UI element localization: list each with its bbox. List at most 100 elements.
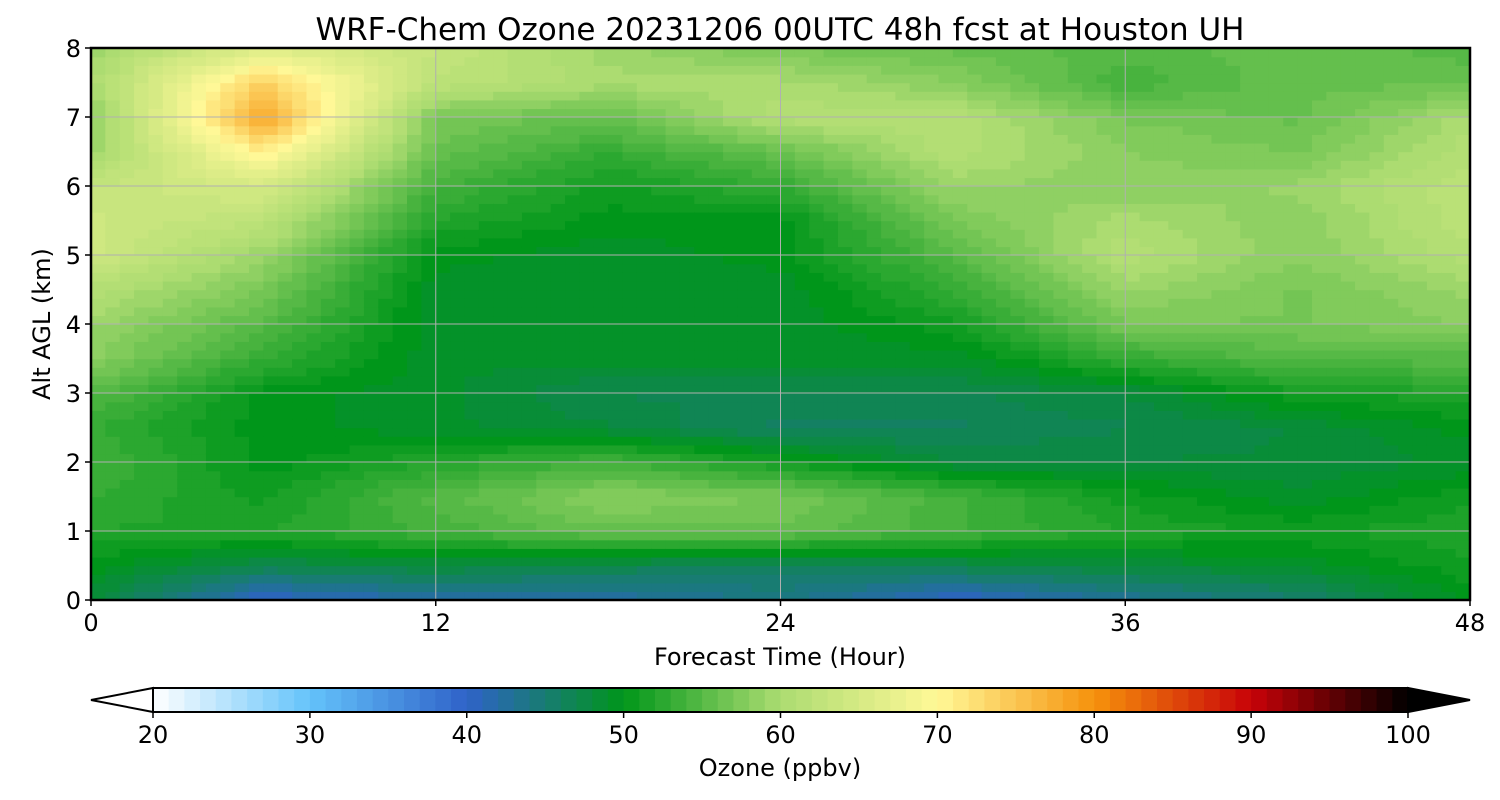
heatmap-cell — [823, 177, 839, 187]
heatmap-cell — [1024, 522, 1040, 532]
heatmap-cell — [335, 479, 351, 489]
heatmap-cell — [794, 289, 810, 299]
heatmap-cell — [478, 134, 494, 144]
heatmap-cell — [1082, 125, 1098, 135]
heatmap-cell — [249, 65, 265, 75]
heatmap-cell — [148, 255, 164, 265]
heatmap-cell — [119, 203, 135, 213]
heatmap-cell — [1168, 496, 1184, 506]
heatmap-cell — [565, 367, 581, 377]
heatmap-cell — [162, 393, 178, 403]
heatmap-cell — [162, 462, 178, 472]
heatmap-cell — [407, 332, 423, 342]
heatmap-cell — [378, 134, 394, 144]
heatmap-cell — [881, 401, 897, 411]
heatmap-cell — [809, 255, 825, 265]
heatmap-cell — [751, 280, 767, 291]
heatmap-cell — [766, 358, 782, 368]
heatmap-cell — [407, 194, 423, 204]
heatmap-cell — [565, 186, 581, 196]
heatmap-cell — [536, 203, 552, 213]
heatmap-cell — [550, 211, 566, 222]
heatmap-cell — [1125, 73, 1141, 84]
heatmap-cell — [780, 462, 796, 472]
heatmap-cell — [995, 479, 1012, 489]
heatmap-cell — [981, 539, 997, 549]
heatmap-cell — [952, 453, 968, 463]
heatmap-cell — [105, 358, 121, 368]
heatmap-cell — [967, 375, 983, 386]
heatmap-cell — [852, 565, 868, 575]
heatmap-cell — [363, 203, 379, 213]
heatmap-cell — [550, 548, 566, 558]
heatmap-cell — [205, 168, 221, 179]
heatmap-cell — [1153, 48, 1170, 58]
heatmap-cell — [622, 401, 638, 411]
heatmap-cell — [981, 505, 997, 515]
heatmap-cell — [1053, 177, 1069, 187]
heatmap-cell — [622, 436, 638, 446]
heatmap-cell — [335, 117, 351, 127]
heatmap-cell — [119, 73, 135, 84]
heatmap-cell — [91, 194, 107, 204]
heatmap-cell — [708, 237, 724, 248]
heatmap-cell — [665, 160, 681, 170]
heatmap-cell — [593, 418, 609, 429]
heatmap-cell — [162, 479, 178, 489]
heatmap-cell — [866, 186, 882, 196]
heatmap-cell — [249, 436, 265, 446]
heatmap-cell — [450, 582, 466, 593]
heatmap-cell — [967, 367, 983, 377]
heatmap-cell — [608, 298, 624, 308]
heatmap-cell — [579, 280, 595, 291]
heatmap-cell — [220, 229, 236, 239]
heatmap-cell — [1053, 56, 1069, 66]
heatmap-cell — [679, 324, 696, 334]
heatmap-cell — [521, 255, 537, 265]
heatmap-cell — [881, 582, 897, 593]
heatmap-cell — [363, 462, 379, 472]
heatmap-cell — [981, 582, 997, 593]
heatmap-cell — [191, 168, 207, 179]
heatmap-cell — [378, 410, 394, 420]
heatmap-cell — [1067, 263, 1083, 273]
heatmap-cell — [909, 393, 925, 403]
heatmap-cell — [995, 539, 1012, 549]
heatmap-cell — [895, 117, 911, 127]
heatmap-cell — [1110, 315, 1126, 325]
heatmap-cell — [421, 82, 437, 92]
heatmap-cell — [895, 565, 911, 575]
heatmap-cell — [593, 177, 609, 187]
heatmap-cell — [335, 384, 351, 394]
heatmap-cell — [550, 255, 566, 265]
heatmap-cell — [852, 306, 868, 317]
heatmap-cell — [91, 263, 107, 273]
heatmap-cell — [952, 134, 968, 144]
heatmap-cell — [565, 436, 581, 446]
heatmap-cell — [205, 591, 221, 601]
heatmap-cell — [363, 496, 379, 506]
heatmap-cell — [162, 574, 178, 584]
heatmap-cell — [837, 125, 854, 135]
heatmap-cell — [1024, 48, 1040, 58]
heatmap-cell — [335, 332, 351, 342]
heatmap-cell — [593, 341, 609, 351]
heatmap-cell — [780, 306, 796, 317]
heatmap-cell — [119, 591, 135, 601]
heatmap-cell — [105, 263, 121, 273]
heatmap-cell — [737, 117, 753, 127]
heatmap-cell — [550, 582, 566, 593]
heatmap-cell — [349, 487, 365, 498]
heatmap-cell — [723, 82, 739, 92]
heatmap-cell — [866, 91, 882, 101]
heatmap-cell — [435, 444, 451, 455]
heatmap-cell — [478, 436, 494, 446]
heatmap-cell — [995, 211, 1012, 222]
heatmap-cell — [277, 194, 293, 204]
heatmap-cell — [723, 229, 739, 239]
heatmap-cell — [737, 177, 753, 187]
heatmap-cell — [723, 470, 739, 480]
heatmap-cell — [378, 151, 394, 161]
heatmap-cell — [952, 539, 968, 549]
heatmap-cell — [263, 444, 279, 455]
